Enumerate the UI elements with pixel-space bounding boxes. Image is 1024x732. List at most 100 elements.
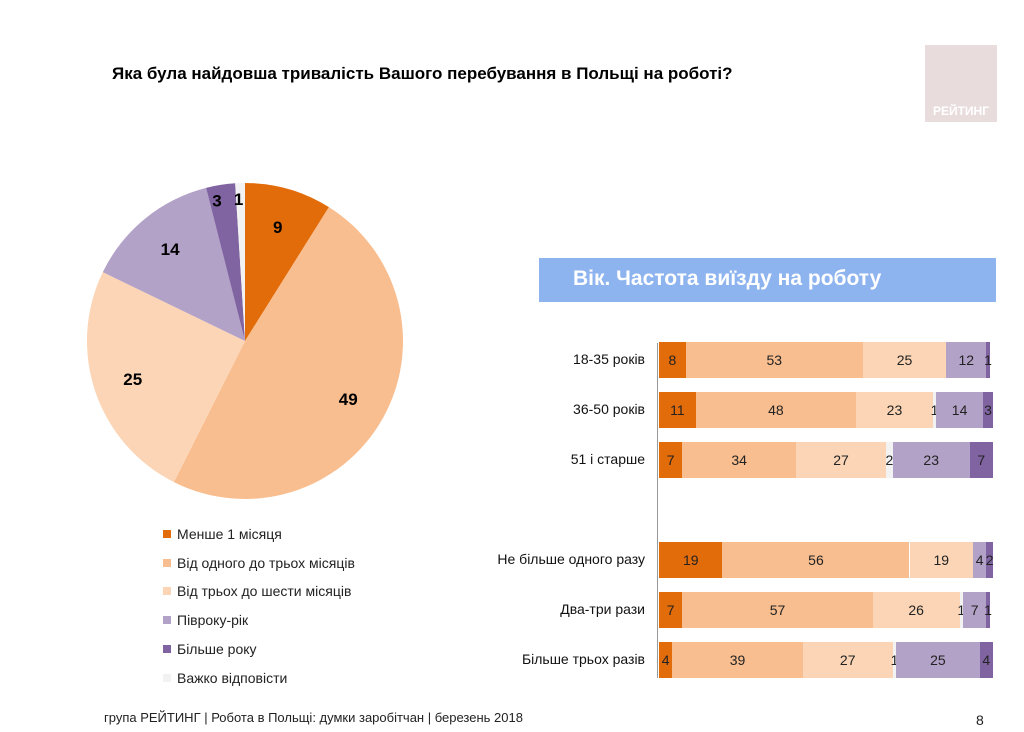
bar-data-label: 26 (908, 602, 924, 618)
bar-data-label: 27 (839, 652, 856, 668)
legend-swatch (163, 673, 171, 682)
bar-data-label: 19 (682, 552, 699, 568)
bar-data-label: 34 (731, 452, 747, 468)
logo: РЕЙТИНГ (925, 45, 997, 122)
bar-data-label: 11 (670, 402, 685, 418)
bar-segment: 1 (984, 592, 992, 628)
bar-data-label: 2 (985, 552, 994, 568)
pie-data-label: 1 (234, 190, 243, 209)
pie-data-label: 9 (273, 218, 282, 237)
legend-label: Від трьох до шести місяців (177, 583, 352, 600)
bar-data-label: 57 (769, 602, 786, 618)
bar-data-label: 7 (666, 452, 675, 468)
bar-data-label: 1 (957, 602, 966, 618)
page-number: 8 (976, 712, 984, 728)
legend-swatch (163, 616, 171, 625)
page-title: Яка була найдовша тривалість Вашого пере… (112, 64, 733, 83)
bar-data-label: 3 (984, 402, 992, 418)
bar-segment: 12 (946, 342, 987, 378)
bar-segment: 11 (659, 392, 696, 428)
bar-segment: 7 (962, 592, 987, 628)
legend-swatch (163, 587, 171, 596)
footer: група РЕЙТИНГ | Робота в Польщі: думки з… (104, 710, 523, 725)
legend-item: Важко відповісти (163, 670, 287, 686)
bar-segment: 25 (862, 342, 947, 378)
legend-swatch (163, 530, 171, 538)
legend-label: Півроку-рік (177, 612, 249, 629)
legend-item: Менше 1 місяця (163, 526, 282, 542)
pie-slice (235, 183, 245, 341)
bar-data-label: 27 (833, 452, 849, 468)
bar-data-label: 23 (886, 402, 903, 418)
bar-segment: 27 (802, 642, 893, 678)
bar-segment: 19 (659, 542, 723, 578)
bar-segment: 23 (892, 442, 970, 478)
pie-data-label: 49 (339, 390, 358, 409)
bar-data-label: 7 (977, 452, 986, 468)
bar-segment: 26 (872, 592, 960, 628)
pie-slice (86, 272, 246, 483)
bar-segment: 1 (891, 642, 898, 678)
bar-category-label: Не більше одного разу (497, 551, 645, 567)
bar-data-label: 7 (970, 602, 979, 618)
pie-slice (173, 207, 403, 500)
bar-data-label: 12 (958, 352, 975, 368)
bar-segment: 19 (909, 542, 973, 578)
bar-data-label: 14 (951, 402, 968, 418)
legend-label: Від одного до трьох місяців (177, 554, 355, 571)
legend-item: Від трьох до шести місяців (163, 583, 351, 599)
bar-data-label: 23 (923, 452, 939, 468)
bar-segment: 1 (957, 592, 966, 628)
pie-slice (102, 187, 245, 341)
legend-label: Більше року (177, 640, 257, 657)
category-axis (657, 343, 658, 678)
bar-data-label: 4 (661, 652, 670, 668)
bar-data-label: 2 (885, 452, 894, 468)
pie-data-label: 25 (123, 370, 142, 389)
bar-segment: 7 (969, 442, 993, 478)
bar-segment: 4 (659, 642, 673, 678)
bar-segment: 56 (722, 542, 910, 578)
bar-segment: 1 (984, 342, 992, 378)
bar-segment: 1 (931, 392, 938, 428)
legend-label: Важко відповісти (177, 669, 288, 686)
bar-data-label: 19 (933, 552, 950, 568)
legend-item: Від одного до трьох місяців (163, 555, 355, 571)
bar-data-label: 4 (975, 552, 984, 568)
bar-segment: 48 (695, 392, 857, 428)
bar-data-label: 56 (808, 552, 824, 568)
bar-segment: 39 (672, 642, 803, 678)
bar-segment: 14 (936, 392, 983, 428)
bar-segment: 4 (979, 642, 993, 678)
bar-data-label: 39 (729, 652, 746, 668)
bar-data-label: 1 (984, 602, 992, 618)
legend-item: Півроку-рік (163, 612, 248, 628)
pie-data-label: 3 (212, 192, 221, 211)
bar-data-label: 25 (896, 352, 913, 368)
bar-data-label: 4 (982, 652, 991, 668)
bar-data-label: 48 (768, 402, 784, 418)
bar-data-label: 1 (984, 352, 992, 368)
pie-slice (245, 183, 329, 341)
bar-chart-title: Вік. Частота виїзду на роботу (573, 267, 882, 290)
bar-category-label: 51 і старше (570, 451, 645, 467)
bar-data-label: 7 (666, 602, 675, 618)
bar-segment: 53 (685, 342, 863, 378)
legend-swatch (163, 558, 171, 567)
pie-data-label: 14 (161, 240, 180, 259)
bar-segment: 2 (886, 442, 893, 478)
bar-segment: 4 (972, 542, 987, 578)
legend-item: Більше року (163, 641, 257, 657)
bar-segment: 57 (682, 592, 873, 628)
bar-category-label: 18-35 років (573, 351, 645, 367)
bar-segment: 8 (659, 342, 686, 378)
bar-segment: 7 (659, 442, 683, 478)
bar-data-label: 25 (930, 652, 946, 668)
bar-segment: 2 (985, 542, 994, 578)
pie-slice (206, 183, 245, 341)
legend-swatch (163, 644, 171, 653)
bar-segment: 23 (856, 392, 933, 428)
bar-chart-title-banner: Вік. Частота виїзду на роботу (539, 258, 996, 302)
bar-category-label: Два-три рази (560, 601, 645, 617)
bar-segment: 3 (982, 392, 993, 428)
